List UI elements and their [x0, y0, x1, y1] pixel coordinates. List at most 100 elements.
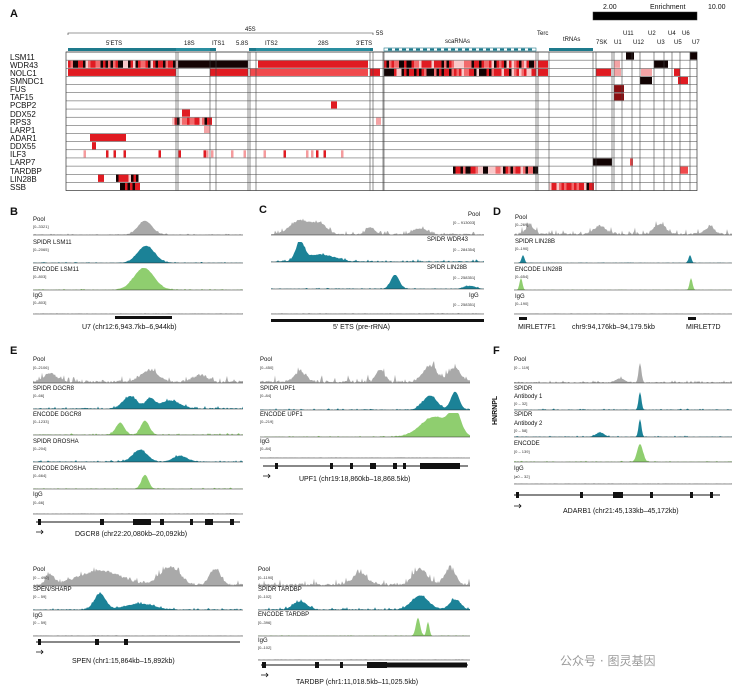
heatmap-cell	[534, 68, 537, 76]
heatmap-cell	[551, 182, 554, 191]
heatmap-cell	[459, 60, 462, 68]
heatmap-cell	[468, 166, 471, 174]
heatmap-cell	[439, 60, 442, 68]
heatmap-cell	[469, 60, 472, 68]
watermark: 公众号 · 图灵基因	[560, 654, 656, 668]
d-encode-label: ENCODE LIN28B	[515, 267, 563, 273]
e1-encode-dgcr8-signal	[33, 420, 243, 435]
e2-gene-exon	[403, 463, 406, 469]
d-gene-right: MIRLET7D	[686, 324, 721, 331]
e4-spidr-label: SPIDR TARDBP	[258, 587, 302, 593]
panel-label-d: D	[493, 206, 501, 218]
heatmap-cell	[520, 166, 523, 174]
e2-gene-exon	[330, 463, 333, 469]
heatmap-cell	[630, 158, 633, 166]
e1-spidr-drosha-range: [0–204]	[33, 446, 47, 451]
heatmap-cell	[182, 109, 190, 117]
heatmap-cell	[456, 60, 459, 68]
heatmap-cell	[178, 60, 248, 68]
heatmap-cell	[614, 68, 621, 76]
heatmap-cell	[455, 166, 458, 174]
heatmap-cell	[158, 150, 161, 158]
heatmap-cell	[641, 68, 652, 76]
d-gene-mirlet7d	[688, 317, 696, 320]
e2-spidr-upf1-label: SPIDR UPF1	[260, 386, 296, 392]
heatmap-cell	[187, 117, 190, 125]
heatmap-cell	[316, 150, 319, 158]
heatmap-cell	[451, 60, 454, 68]
heatmap-cell	[172, 117, 175, 125]
heatmap-cell	[153, 60, 156, 68]
e2-encode-upf1-signal	[260, 413, 470, 437]
heatmap-row-label: LARP1	[10, 125, 36, 135]
heatmap-row-label: ILF3	[10, 150, 27, 160]
scarna-tick	[500, 48, 504, 51]
heatmap-cell	[424, 60, 427, 68]
f-igg-label: IgG	[514, 466, 524, 472]
heatmap-cell	[394, 68, 397, 76]
heatmap-cell	[506, 60, 509, 68]
panel-label-c: C	[259, 204, 267, 216]
f-gene-exon	[650, 492, 653, 498]
e2-pool-range: [0–450]	[260, 365, 274, 370]
heatmap-cell	[439, 68, 442, 76]
heatmap-cell	[136, 174, 139, 182]
heatmap-cell	[499, 68, 502, 76]
heatmap-cell	[478, 166, 481, 174]
heatmap-cell	[127, 182, 130, 191]
heatmap-cell	[419, 60, 422, 68]
f-protein-label: HNRNPL	[492, 395, 499, 425]
heatmap-cell	[530, 166, 533, 174]
scarna-tick	[493, 48, 497, 51]
heatmap-cell	[68, 60, 71, 68]
heatmap-cell	[493, 166, 496, 174]
heatmap-cell	[498, 166, 501, 174]
d-pool-signal	[514, 221, 732, 235]
heatmap-cell	[341, 150, 344, 158]
heatmap-cell	[148, 60, 151, 68]
heatmap-cell	[465, 166, 468, 174]
region-u12: U12	[633, 40, 645, 46]
heatmap-cell	[504, 68, 507, 76]
heatmap-cell	[579, 182, 582, 191]
heatmap-cell	[386, 68, 389, 76]
heatmap-cell	[434, 68, 437, 76]
heatmap-cell	[586, 182, 589, 191]
e1-gene-exon	[230, 519, 234, 525]
heatmap-row-label: LSM11	[10, 52, 35, 62]
heatmap-cell	[103, 60, 106, 68]
heatmap-cell	[526, 60, 529, 68]
heatmap-cell	[179, 117, 182, 125]
heatmap-row-label: LIN28B	[10, 174, 37, 184]
c-igg-label: IgG	[469, 293, 479, 299]
heatmap-cell	[471, 68, 474, 76]
e4-strand-arrow	[261, 672, 269, 678]
region-bar	[176, 48, 210, 51]
heatmap-row-label: FUS	[10, 85, 26, 95]
heatmap-cell	[389, 68, 392, 76]
heatmap-cell	[451, 68, 454, 76]
heatmap-cell	[538, 68, 548, 76]
heatmap-cell	[496, 60, 499, 68]
heatmap-cell	[456, 68, 459, 76]
b-coordinates: U7 (chr12:6,943.7kb–6,944kb)	[82, 324, 177, 331]
heatmap-cell	[496, 68, 499, 76]
e4-pool-range: [0–1190]	[258, 575, 274, 580]
e4-pool-signal	[258, 565, 470, 586]
e3-pool-label: Pool	[33, 567, 46, 573]
heatmap-cell	[95, 60, 98, 68]
f-gene-exon	[690, 492, 693, 498]
c-spidr-wdr43-signal	[271, 242, 484, 262]
e1-gene-exon	[205, 519, 213, 525]
f-spidr-ab1-range: [0 – 32]	[514, 401, 528, 406]
trna-tick	[576, 48, 579, 51]
heatmap-cell	[419, 68, 422, 76]
heatmap-cell	[123, 60, 126, 68]
heatmap-row-label: DDX55	[10, 142, 36, 152]
region-u2: U2	[648, 31, 656, 37]
heatmap-cell	[384, 68, 387, 76]
heatmap-cell	[561, 182, 564, 191]
e3-spen-range: [0 – 59]	[33, 594, 47, 599]
trna-tick	[561, 48, 564, 51]
e2-coordinates: UPF1 (chr19:18,860kb–18,868.5kb)	[299, 476, 411, 483]
